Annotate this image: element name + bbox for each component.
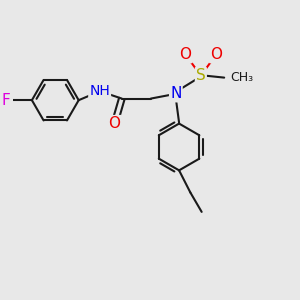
Text: CH₃: CH₃ [230, 71, 253, 84]
Text: NH: NH [89, 84, 110, 98]
Text: O: O [210, 47, 222, 62]
Text: F: F [2, 93, 10, 108]
Text: O: O [179, 47, 191, 62]
Text: O: O [109, 116, 121, 131]
Text: S: S [196, 68, 206, 83]
Text: N: N [170, 86, 182, 101]
